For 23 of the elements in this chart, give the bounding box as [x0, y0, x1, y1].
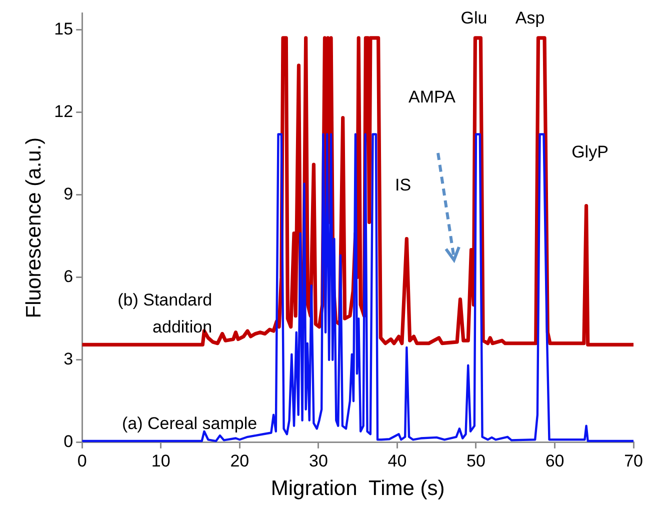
x-tick-label: 70 [624, 451, 644, 470]
x-tick-label: 0 [77, 451, 87, 470]
series-label: (a) Cereal sample [122, 414, 258, 434]
y-tick-label: 6 [64, 267, 74, 286]
y-axis-title: Fluorescence (a.u.) [22, 137, 46, 318]
x-tick-label: 10 [151, 451, 170, 470]
x-tick-label: 30 [308, 451, 328, 470]
annotation: AMPA [408, 88, 456, 107]
y-tick-label: 3 [64, 350, 74, 369]
y-tick-label: 9 [64, 184, 74, 204]
y-tick-label: 12 [54, 102, 74, 121]
annotation: GlyP [572, 142, 608, 162]
x-tick-label: 50 [466, 451, 486, 470]
y-tick-label: 15 [54, 19, 74, 38]
annotation: IS [394, 176, 412, 195]
x-tick-label: 40 [388, 451, 407, 470]
x-tick-label: 60 [545, 451, 564, 470]
annotation: Glu [460, 8, 488, 28]
x-axis-title: Migration Time (s) [270, 477, 445, 500]
annotation: Asp [515, 8, 545, 28]
series-label: (b) Standard addition [118, 290, 212, 337]
x-tick-label: 20 [230, 451, 250, 470]
y-tick-label: 0 [64, 432, 74, 452]
